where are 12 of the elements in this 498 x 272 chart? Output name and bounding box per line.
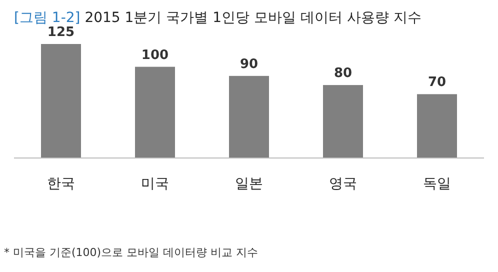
text: * 미국을 기준(100)으로 모바일 데이터량 비교 지수 bbox=[4, 246, 258, 259]
data-label: 80 bbox=[334, 66, 352, 82]
data-label: 125 bbox=[47, 25, 75, 40]
x-tick-label: 영국 bbox=[329, 176, 357, 192]
x-tick-label: 독일 bbox=[423, 176, 451, 192]
x-tick-label: 한국 bbox=[47, 176, 75, 192]
chart-title: [그림 1-2] 2015 1분기 국가별 1인당 모바일 데이터 사용량 지수 bbox=[14, 10, 422, 26]
x-tick-label: 미국 bbox=[141, 176, 169, 192]
x-tick-label: 일본 bbox=[235, 176, 263, 192]
data-label: 70 bbox=[428, 75, 446, 90]
data-label: 100 bbox=[141, 48, 169, 63]
data-label: 90 bbox=[240, 56, 258, 72]
